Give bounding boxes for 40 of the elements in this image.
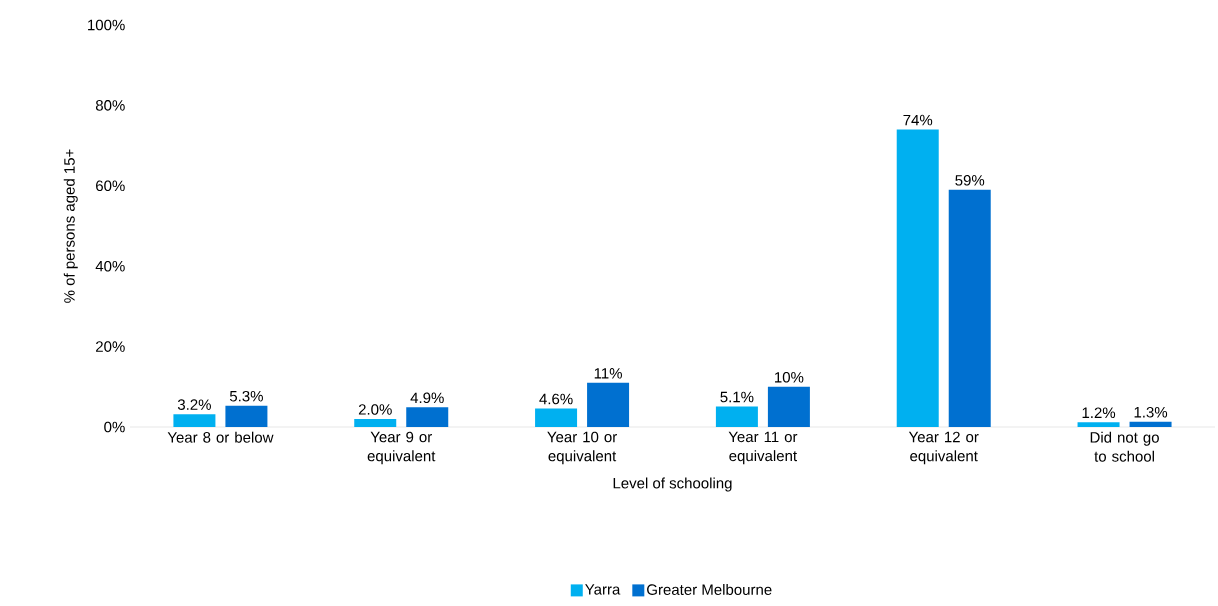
bar [406,407,449,427]
legend-label: Yarra [585,584,621,595]
data-label: 5.1% [720,391,754,403]
bar [354,418,397,427]
x-tick-label: Year 10 or equivalent [547,431,617,465]
bar [587,382,630,427]
data-label: 2.0% [358,404,392,415]
data-label: 1.2% [1082,407,1116,418]
data-label: 74% [903,114,933,126]
x-tick-label: Year 9 or equivalent [367,431,436,465]
bar [535,408,578,427]
data-label: 4.9% [410,392,444,404]
bar [1129,421,1172,427]
data-label: 3.2% [177,399,211,410]
data-label: 1.3% [1134,406,1168,418]
bar [896,129,939,427]
x-tick-label: Year 12 or equivalent [908,431,979,465]
y-axis-title: % of persons aged 15+ [63,149,78,303]
bar [225,405,268,427]
legend-label: Greater Melbourne [647,583,772,595]
x-tick-label: Year 11 or equivalent [728,431,798,465]
bar [767,386,810,427]
bar [948,189,991,427]
data-label: 10% [775,371,804,383]
y-tick-label: 100% [88,19,125,31]
data-label: 5.3% [229,390,263,402]
data-label: 11% [594,368,622,379]
y-tick-label: 60% [96,180,125,192]
bar [715,406,758,427]
x-axis-title: Level of schooling [613,477,732,492]
x-tick-label: Did not go to school [1090,431,1159,462]
y-tick-label: 0% [104,421,125,433]
y-tick-label: 40% [95,260,125,272]
bar [173,414,216,427]
y-tick-label: 80% [95,100,125,111]
bar [1077,422,1120,427]
data-label: 59% [955,175,985,186]
x-tick-label: Year 8 or below [167,431,274,443]
y-tick-label: 20% [96,341,125,352]
data-label: 4.6% [539,393,573,405]
